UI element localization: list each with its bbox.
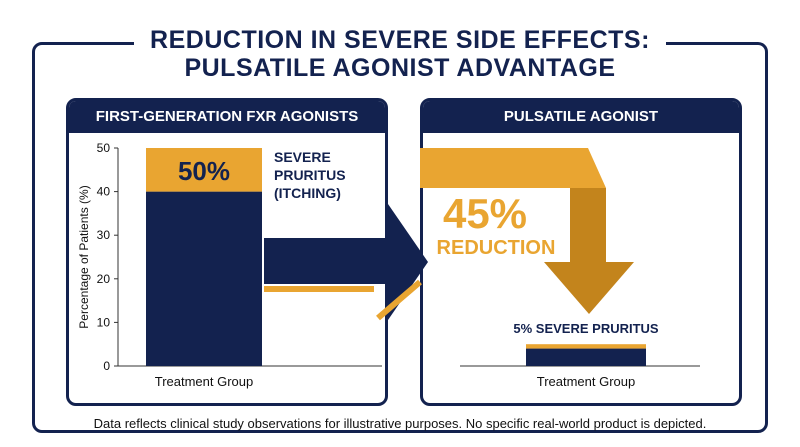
title-line-1: REDUCTION IN SEVERE SIDE EFFECTS: [150, 26, 650, 54]
diagonal-accent-line [376, 279, 422, 321]
left-ylabel: Percentage of Patients (%) [77, 185, 91, 328]
left-bar-gold [146, 148, 262, 192]
left-bar-label: 50% [178, 156, 230, 186]
reduction-arrow-head [544, 262, 634, 314]
footnote: Data reflects clinical study observation… [93, 416, 707, 431]
reduction-value: 45% [443, 190, 527, 237]
left-xlabel: Treatment Group [155, 374, 254, 389]
annotation-line-3: (ITCHING) [274, 185, 341, 201]
page-title: REDUCTION IN SEVERE SIDE EFFECTS: PULSAT… [0, 26, 800, 82]
reduction-label: REDUCTION [437, 237, 556, 259]
transition-arrow [264, 204, 428, 320]
reduction-arrow-band [420, 148, 606, 188]
y-tick-label: 0 [103, 359, 110, 373]
y-tick-label: 40 [97, 185, 111, 199]
left-y-ticks: 0 10 20 30 40 50 [97, 141, 118, 373]
left-bar-navy [146, 191, 262, 366]
y-tick-label: 30 [97, 228, 111, 242]
annotation-line-2: PRURITUS [274, 167, 346, 183]
reduced-level-line [264, 286, 374, 292]
y-tick-label: 20 [97, 272, 111, 286]
right-panel-title: PULSATILE AGONIST [423, 101, 739, 133]
reduction-arrow-shaft [570, 188, 606, 264]
right-bar-gold [526, 344, 646, 349]
right-bar-annotation: 5% SEVERE PRURITUS [513, 321, 659, 336]
y-tick-label: 10 [97, 315, 111, 329]
right-bar-navy [526, 348, 646, 366]
right-xlabel: Treatment Group [537, 374, 636, 389]
annotation-line-1: SEVERE [274, 149, 331, 165]
y-tick-label: 50 [97, 141, 111, 155]
title-line-2: PULSATILE AGONIST ADVANTAGE [184, 54, 616, 82]
left-panel-title: FIRST-GENERATION FXR AGONISTS [69, 101, 385, 133]
